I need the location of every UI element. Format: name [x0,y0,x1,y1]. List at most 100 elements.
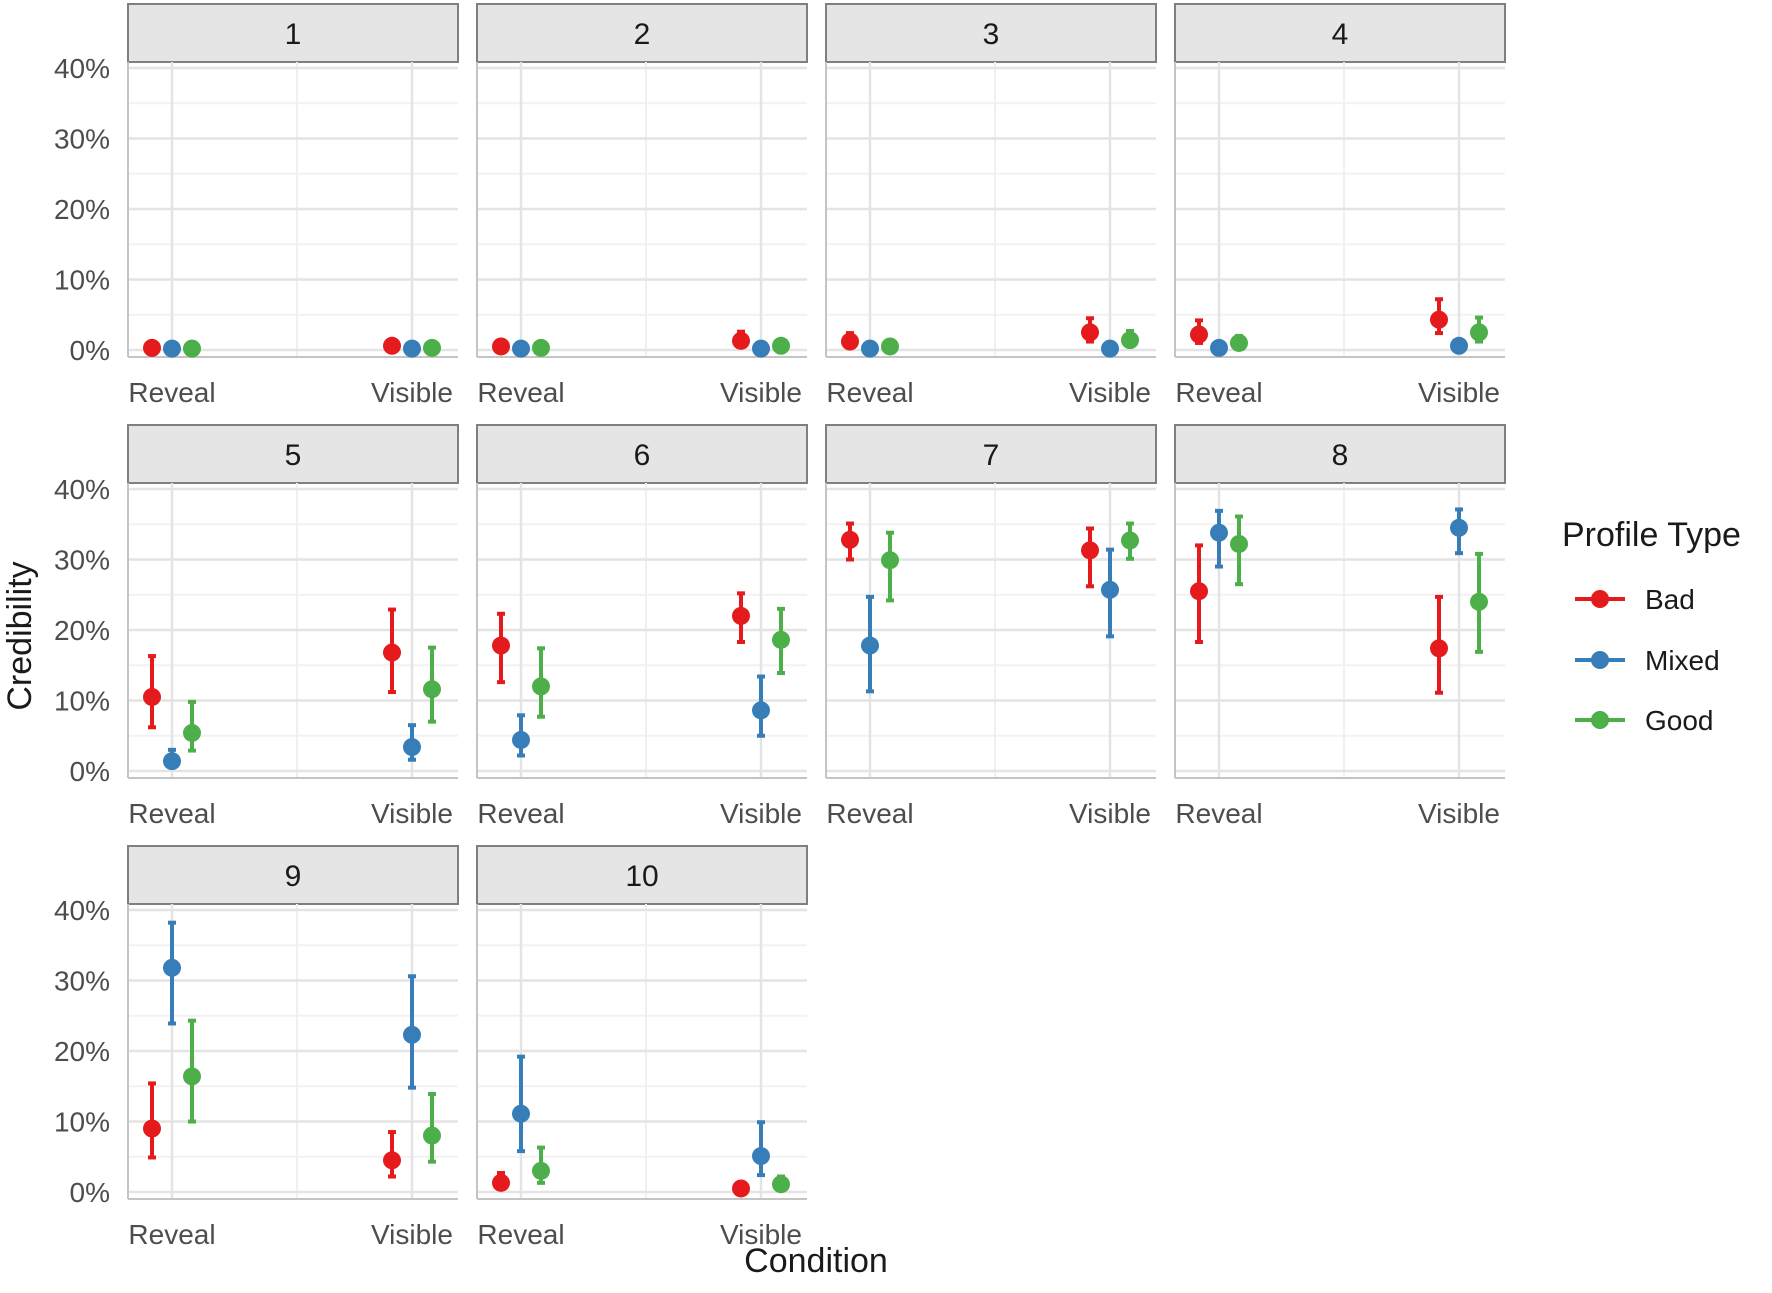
data-point-mixed [163,958,181,977]
data-point-mixed [752,1147,770,1166]
data-point-good [183,723,201,742]
data-point-mixed [512,730,530,749]
data-point-good [423,1126,441,1145]
data-point-good [1230,534,1248,553]
x-tick-label: Reveal [128,377,215,408]
y-tick-label: 40% [54,474,110,505]
facet-panel-5: 5 0% 10% 20% 30% 40% Reveal Visible [54,424,459,829]
facet-panel-6: 6 Reveal Visible [476,424,808,829]
x-tick-label: Visible [1069,377,1151,408]
legend-label-mixed: Mixed [1645,645,1720,676]
y-tick-label: 40% [54,53,110,84]
x-tick-label: Visible [1418,798,1500,829]
x-tick-label: Reveal [826,377,913,408]
facet-panel-10: 10 Reveal Visible [476,845,808,1250]
facet-strip [127,3,459,63]
facet-strip-label: 6 [634,439,651,472]
x-tick-label: Reveal [477,1219,564,1250]
y-tick-label: 10% [54,686,110,717]
data-point-mixed [1450,336,1468,355]
facet-panel-4: 4 Reveal Visible [1174,3,1506,408]
facet-panel-7: 7 Reveal Visible [825,424,1157,829]
data-point-good [772,336,790,355]
y-axis-title: Credibility [1,561,39,710]
data-point-bad [1081,323,1099,342]
facet-panel-2: 2 Reveal Visible [476,3,808,408]
legend-key-point [1591,590,1609,608]
facet-panel-1: 10%10%20%30%40%Reveal Visible [54,3,459,408]
facet-strip [476,424,808,484]
y-tick-label: 40% [54,895,110,926]
x-tick-label: Reveal [128,798,215,829]
data-point-mixed [1210,338,1228,357]
data-point-good [1121,331,1139,350]
legend-title: Profile Type [1562,516,1741,554]
legend-label-bad: Bad [1645,584,1695,615]
x-tick-label: Reveal [477,798,564,829]
data-point-mixed [512,339,530,358]
data-point-mixed [1101,339,1119,358]
facet-strip-label: 4 [1332,18,1349,51]
data-point-good [881,337,899,356]
data-point-bad [732,331,750,350]
y-tick-label: 20% [54,1036,110,1067]
data-point-good [532,1161,550,1180]
data-point-bad [492,636,510,655]
data-point-mixed [1450,518,1468,537]
data-point-bad [383,643,401,662]
y-tick-label: 10% [54,1107,110,1138]
data-point-good [183,1067,201,1086]
facet-panel-9: 9 0% 10% 20% 30% 40% Reveal Visible [54,845,459,1250]
data-point-good [423,338,441,357]
data-point-bad [492,337,510,356]
data-point-bad [143,687,161,706]
legend: Profile Type Bad Mixed Good [1562,516,1741,736]
y-tick-label: 30% [54,966,110,997]
x-tick-label: Reveal [826,798,913,829]
data-point-bad [1190,325,1208,344]
x-tick-label: Visible [371,1219,453,1250]
facet-strip [1174,3,1506,63]
data-point-bad [841,332,859,351]
legend-key-point [1591,651,1609,669]
data-point-mixed [1101,580,1119,599]
x-tick-label: Reveal [128,1219,215,1250]
facet-strip-label: 9 [285,860,302,893]
facet-strip-label: 8 [1332,439,1349,472]
data-point-good [532,338,550,357]
data-point-mixed [163,339,181,358]
data-point-mixed [861,339,879,358]
data-point-bad [383,1151,401,1170]
legend-label-good: Good [1645,705,1714,736]
x-axis-title: Condition [744,1242,888,1280]
data-point-good [1470,323,1488,342]
data-point-mixed [163,752,181,771]
facet-strip [825,424,1157,484]
facet-strip [825,3,1157,63]
data-point-mixed [1210,523,1228,542]
data-point-mixed [861,636,879,655]
y-tick-label: 30% [54,545,110,576]
data-point-bad [143,338,161,357]
data-point-mixed [752,339,770,358]
data-point-good [183,339,201,358]
facet-strip-label: 7 [983,439,1000,472]
data-point-bad [1081,541,1099,560]
x-tick-label: Reveal [1175,798,1262,829]
data-point-bad [732,1179,750,1198]
data-point-mixed [403,1025,421,1044]
x-tick-label: Visible [1069,798,1151,829]
data-point-bad [383,336,401,355]
y-tick-label: 0% [70,335,110,366]
x-tick-label: Reveal [477,377,564,408]
facet-panel-8: 8 Reveal Visible [1174,424,1506,829]
data-point-bad [1430,639,1448,658]
y-tick-label: 0% [70,1177,110,1208]
facet-strip-label: 5 [285,439,302,472]
y-tick-label: 20% [54,194,110,225]
data-point-good [1230,333,1248,352]
facet-strip-label: 1 [285,18,302,51]
